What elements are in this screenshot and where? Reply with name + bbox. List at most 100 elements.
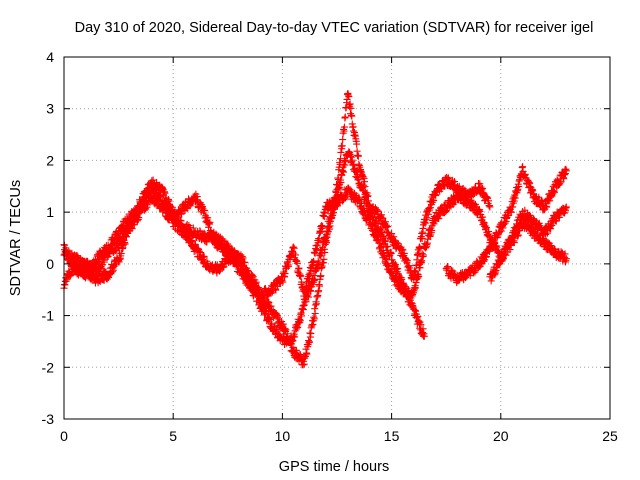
data-point	[281, 270, 289, 278]
data-point	[191, 241, 199, 249]
data-point	[415, 273, 423, 281]
data-point	[562, 203, 570, 211]
y-tick-labels: -3 -2 -1 0 1 2 3 4	[42, 49, 55, 427]
data-point	[361, 183, 369, 191]
data-point	[378, 242, 386, 250]
data-point	[288, 340, 296, 348]
data-point	[454, 189, 462, 197]
data-point	[290, 244, 298, 252]
data-point	[419, 325, 427, 333]
data-point	[346, 100, 354, 108]
y-tick-label: -2	[42, 359, 55, 375]
data-point	[316, 282, 324, 290]
data-point	[307, 287, 315, 295]
data-point	[300, 295, 308, 303]
data-point	[418, 257, 426, 265]
data-point	[486, 203, 494, 211]
data-point	[413, 314, 421, 322]
plot-frame	[63, 56, 611, 420]
data-point	[491, 239, 499, 247]
x-tick-label: 20	[493, 428, 509, 444]
data-point	[175, 213, 183, 221]
data-point	[320, 255, 328, 263]
data-point	[315, 287, 323, 295]
y-tick-label: 1	[46, 204, 54, 220]
data-point	[128, 225, 136, 233]
data-point	[384, 242, 392, 250]
data-point	[161, 204, 169, 212]
data-point	[509, 203, 517, 211]
data-point	[310, 258, 318, 266]
data-point	[321, 248, 329, 256]
y-tick-label: -1	[42, 308, 55, 324]
data-point	[189, 224, 197, 232]
data-point	[392, 260, 400, 268]
data-point	[426, 204, 434, 212]
data-point	[354, 152, 362, 160]
data-point	[501, 219, 509, 227]
data-point	[511, 194, 519, 202]
data-point	[206, 218, 214, 226]
data-point	[402, 283, 410, 291]
y-tick-label: 4	[46, 49, 54, 65]
data-point	[387, 249, 395, 257]
y-tick-label: 0	[46, 256, 54, 272]
data-point	[416, 244, 424, 252]
data-point	[417, 321, 425, 329]
x-tick-label: 0	[60, 428, 68, 444]
data-point	[347, 152, 355, 160]
data-point	[264, 298, 272, 306]
data-point	[163, 205, 171, 213]
data-point	[510, 197, 518, 205]
data-point	[424, 210, 432, 218]
data-point	[499, 255, 507, 263]
data-point	[272, 286, 280, 294]
data-point	[551, 188, 559, 196]
x-tick-label: 5	[169, 428, 177, 444]
data-point	[562, 255, 570, 263]
series-track-5	[486, 203, 570, 285]
data-point	[423, 214, 431, 222]
data-point	[421, 219, 429, 227]
data-point	[379, 214, 387, 222]
data-point	[282, 326, 290, 334]
data-point	[529, 187, 537, 195]
data-point	[115, 243, 123, 251]
data-point	[285, 262, 293, 270]
data-point	[300, 360, 308, 368]
data-point	[497, 227, 505, 235]
data-point	[398, 245, 406, 253]
x-tick-label: 15	[384, 428, 400, 444]
grid-lines	[64, 57, 610, 419]
data-point	[384, 223, 392, 231]
data-point	[319, 222, 327, 230]
data-point	[345, 93, 353, 101]
x-tick-label: 10	[275, 428, 291, 444]
data-point	[266, 315, 274, 323]
data-point	[143, 201, 151, 209]
data-point	[293, 259, 301, 267]
data-point	[296, 316, 304, 324]
data-point	[241, 258, 249, 266]
data-point	[390, 233, 398, 241]
data-point	[350, 161, 358, 169]
x-tick-label: 25	[602, 428, 618, 444]
series-track-4	[442, 163, 570, 287]
y-axis-label: SDTVAR / TECUs	[8, 180, 24, 296]
series-track-3	[60, 184, 570, 303]
data-point	[336, 155, 344, 163]
data-point	[310, 315, 318, 323]
data-point	[338, 142, 346, 150]
data-point	[347, 104, 355, 112]
data-point	[200, 253, 208, 261]
data-point	[239, 254, 247, 262]
data-point	[376, 239, 384, 247]
data-point	[561, 250, 569, 258]
data-point	[188, 237, 196, 245]
data-point	[340, 168, 348, 176]
data-point	[382, 221, 390, 229]
y-tick-label: -3	[42, 411, 55, 427]
data-point	[562, 167, 570, 175]
data-point	[219, 236, 227, 244]
